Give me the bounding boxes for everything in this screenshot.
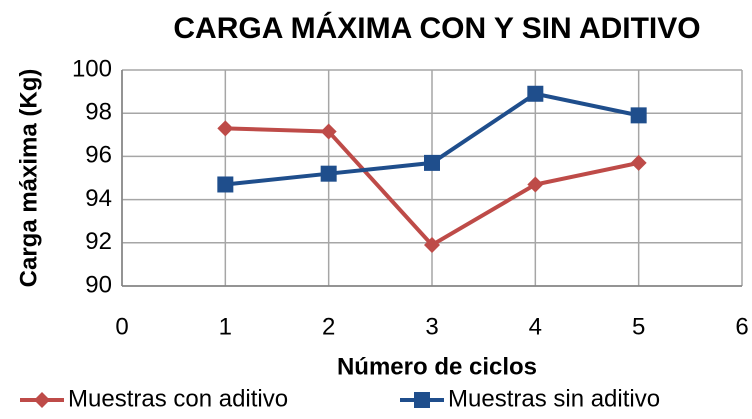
y-tick-label: 92 <box>85 228 112 255</box>
x-axis-label: Número de ciclos <box>337 353 537 380</box>
legend-label: Muestras sin aditivo <box>448 385 660 412</box>
y-axis-label: Carga máxima (Kg) <box>15 69 42 288</box>
marker <box>217 176 234 193</box>
x-tick-label: 1 <box>219 313 232 340</box>
marker <box>424 154 440 171</box>
x-tick-label: 3 <box>425 313 438 340</box>
chart-title: CARGA MÁXIMA CON Y SIN ADITIVO <box>173 11 700 45</box>
y-tick-label: 100 <box>72 55 112 82</box>
x-tick-label: 2 <box>322 313 335 340</box>
y-tick-label: 96 <box>85 142 112 169</box>
marker <box>527 85 544 102</box>
legend-marker <box>34 392 50 408</box>
marker <box>217 120 234 137</box>
x-tick-label: 4 <box>529 313 542 340</box>
marker <box>630 154 647 171</box>
y-tick-label: 94 <box>85 185 112 212</box>
marker <box>320 123 337 140</box>
legend-marker <box>414 392 430 408</box>
marker <box>320 165 337 182</box>
marker <box>527 176 544 193</box>
x-tick-label: 6 <box>735 313 748 340</box>
x-tick-label: 5 <box>632 313 645 340</box>
y-tick-label: 98 <box>85 99 112 126</box>
legend-label: Muestras con aditivo <box>68 385 288 412</box>
y-tick-label: 90 <box>85 271 112 298</box>
marker <box>630 107 647 124</box>
marker <box>424 236 440 253</box>
x-tick-label: 0 <box>115 313 128 340</box>
